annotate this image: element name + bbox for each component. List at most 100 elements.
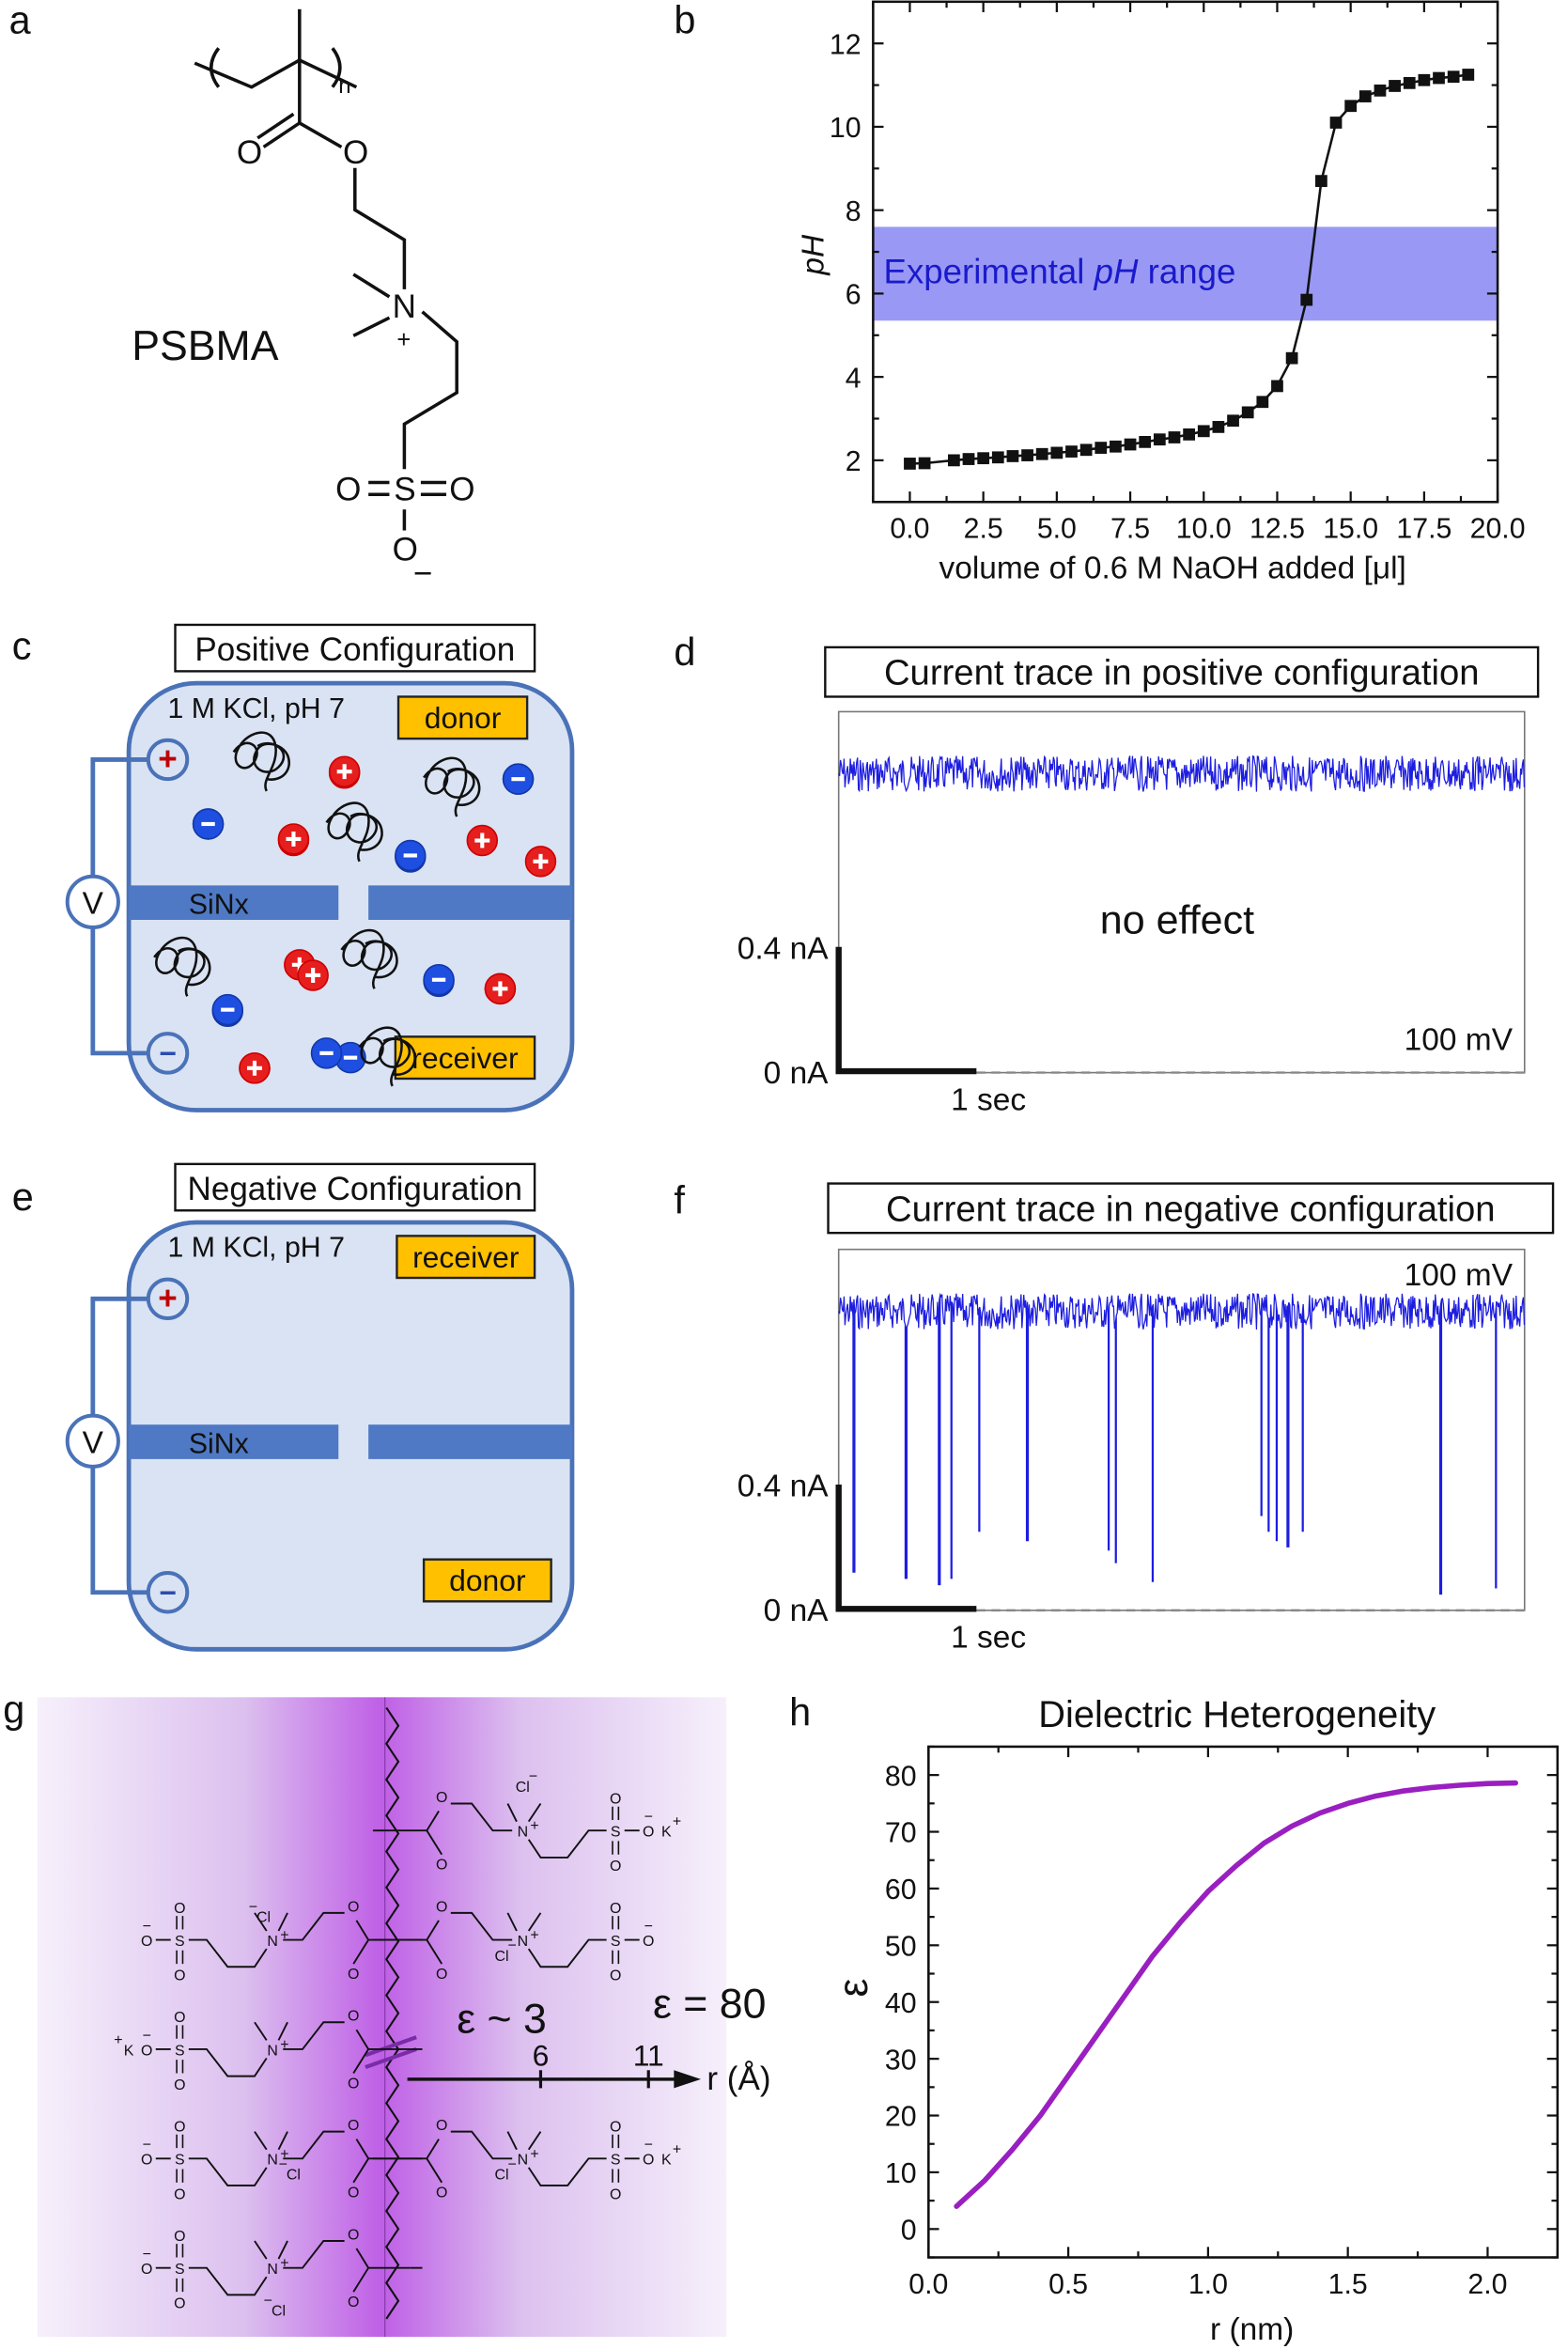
- data-point: [1358, 90, 1372, 102]
- data-point: [1021, 449, 1033, 461]
- panel-label-c: c: [12, 624, 32, 668]
- y-axis-label: ε: [831, 1979, 877, 1998]
- bond: [254, 2240, 268, 2260]
- bond: [527, 2157, 607, 2186]
- ion-charge: −: [279, 2156, 287, 2172]
- data-point: [1418, 73, 1431, 86]
- ion-charge: +: [673, 1813, 681, 1829]
- data-point: [1241, 406, 1254, 419]
- bond: [450, 1911, 513, 1941]
- y-tick-label: 10: [830, 113, 862, 144]
- x-tick-label: 7.5: [1110, 514, 1150, 545]
- positive-current-trace: Current trace in positive configuration 0…: [737, 646, 1540, 1117]
- plus-icon: [247, 1060, 262, 1076]
- chamber-label-box: [396, 1235, 536, 1280]
- bond: [283, 2240, 345, 2269]
- plot-frame: [927, 1745, 1560, 2259]
- atom-o: O: [348, 1967, 359, 1983]
- bond: [355, 2029, 369, 2050]
- o-charge: −: [644, 2138, 653, 2154]
- data-point: [1124, 438, 1137, 451]
- data-point: [1079, 443, 1093, 457]
- atom-o: O: [174, 2229, 185, 2245]
- double-bond: [176, 2025, 184, 2074]
- y-axis-label: pH: [797, 234, 831, 276]
- atom-o: O: [436, 1899, 447, 1915]
- atom-s: S: [394, 472, 415, 508]
- ion-charge: −: [508, 1938, 517, 1954]
- plus-icon: [474, 832, 490, 848]
- solution-label: 1 M KCl, pH 7: [168, 1233, 345, 1264]
- x-tick-label: 15.0: [1323, 514, 1378, 545]
- atom-o-bottom: O: [393, 531, 418, 568]
- y-tick-label: 2: [846, 446, 862, 477]
- chamber-label-box: [396, 695, 529, 740]
- chamber-label-box: [394, 1035, 536, 1081]
- x-tick-label: 20.0: [1470, 514, 1526, 545]
- n-charge: +: [530, 2146, 538, 2162]
- negative-electrode: [146, 1571, 190, 1614]
- data-point: [1110, 440, 1122, 453]
- atom-o: O: [348, 2186, 359, 2201]
- o-charge: −: [644, 1810, 653, 1826]
- y-tick-label: 0: [901, 2215, 917, 2246]
- voltmeter-label: V: [83, 1425, 104, 1460]
- titration-chart: 0.0 2.5 5.0 7.5 10.0 12.5 15.0 17.5 20.0 2 4 6 8 10 12…: [797, 0, 1526, 586]
- bond: [283, 2130, 345, 2160]
- data-point: [1447, 70, 1460, 84]
- double-bond: [612, 2134, 620, 2183]
- x-axis-label: volume of 0.6 M NaOH added [μl]: [939, 552, 1405, 586]
- membrane-label: SiNx: [189, 890, 249, 921]
- atom-o-charge: −: [413, 555, 432, 592]
- double-bond: [176, 1916, 184, 1965]
- n-charge: +: [530, 1928, 538, 1944]
- atom-o: O: [174, 2010, 185, 2026]
- atom-o: O: [348, 2227, 359, 2243]
- n-charge: +: [530, 1818, 538, 1834]
- atom-o: O: [436, 2118, 447, 2134]
- x-tick-label: 1.0: [1188, 2269, 1228, 2300]
- atom-o: O: [436, 1790, 447, 1806]
- double-bond: [612, 1916, 620, 1965]
- negative-electrode-sign: −: [159, 1036, 177, 1070]
- bond: [450, 2130, 513, 2160]
- n-charge: +: [280, 1928, 288, 1944]
- y-tick-label: 30: [885, 2045, 917, 2076]
- atom-s: S: [175, 2043, 185, 2059]
- atom-n: N: [267, 2262, 278, 2278]
- panel-label-e: e: [12, 1174, 34, 1219]
- membrane-left: [129, 885, 339, 921]
- double-bond: [176, 2244, 184, 2293]
- x-tick-label: 0.0: [908, 2269, 948, 2300]
- y-tick-label: 8: [846, 196, 862, 227]
- x-tick-label: 2.0: [1467, 2269, 1507, 2300]
- bond: [277, 2131, 288, 2151]
- x-tick-label: 12.5: [1250, 514, 1305, 545]
- plus-icon: [336, 764, 352, 780]
- bond: [188, 2266, 268, 2296]
- n-charge: +: [280, 2256, 288, 2272]
- voltmeter: [65, 1413, 120, 1469]
- r-tick-label: 6: [533, 2038, 550, 2072]
- atom-o: O: [174, 2120, 185, 2136]
- bond: [426, 2139, 440, 2159]
- polymer-coil-icon: [153, 936, 211, 997]
- bond: [254, 2021, 268, 2041]
- y-tick-label: 50: [885, 1931, 917, 1962]
- y-tick-label: 10: [885, 2158, 917, 2189]
- bond: [384, 2157, 443, 2184]
- bond: [254, 2131, 268, 2151]
- eps-inner-label: ε ~ 3: [457, 1996, 547, 2042]
- potassium-ion: K: [124, 2043, 134, 2059]
- y-tick-label: 40: [885, 1988, 917, 2019]
- bond: [527, 2131, 542, 2151]
- ion-charge: −: [264, 2294, 272, 2310]
- data-point: [1256, 396, 1269, 409]
- ion-charge: +: [114, 2032, 122, 2048]
- data-point: [1094, 442, 1108, 454]
- polymer-backbone: [385, 1706, 400, 2320]
